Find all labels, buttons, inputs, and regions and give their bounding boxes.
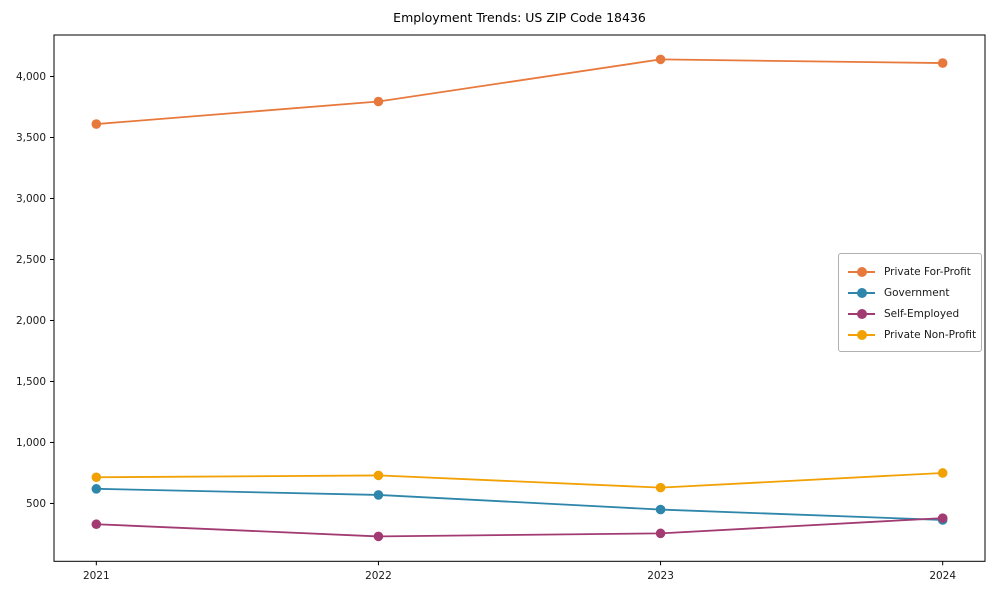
chart-title: Employment Trends: US ZIP Code 18436 <box>393 10 646 25</box>
series-marker <box>937 468 948 478</box>
y-axis-tick-label: 500 <box>26 498 46 510</box>
legend-item: Government <box>848 282 973 303</box>
legend-label: Government <box>884 286 950 299</box>
y-axis-tick-label: 2,500 <box>16 254 46 266</box>
legend-marker-icon <box>848 308 875 319</box>
series-marker <box>373 490 384 500</box>
series-marker <box>91 484 102 494</box>
series-marker <box>91 119 102 129</box>
plot-border <box>53 34 986 562</box>
series-marker <box>91 472 102 483</box>
x-axis-tick-label: 2023 <box>647 570 674 582</box>
y-axis-tick-label: 1,000 <box>16 437 46 449</box>
y-axis-tick-label: 3,000 <box>16 193 46 205</box>
series-line <box>96 487 943 521</box>
legend-item: Private For-Profit <box>848 261 973 282</box>
series-marker <box>655 528 666 539</box>
legend-item: Self-Employed <box>848 303 973 324</box>
y-axis-tick-label: 4,000 <box>16 71 46 83</box>
y-axis-tick-label: 3,500 <box>16 132 46 144</box>
x-axis-tick-label: 2021 <box>83 570 110 582</box>
legend-marker-icon <box>848 287 875 298</box>
series-line <box>96 472 943 489</box>
series-marker <box>91 519 102 530</box>
series-marker <box>373 470 384 481</box>
x-axis-tick-label: 2022 <box>365 570 392 582</box>
series-marker <box>655 482 666 493</box>
y-axis-tick-label: 2,000 <box>16 315 46 327</box>
series-marker <box>373 531 384 542</box>
y-axis-tick-label: 1,500 <box>16 376 46 388</box>
series-line <box>96 58 943 125</box>
legend-label: Private Non-Profit <box>884 328 977 341</box>
legend-label: Self-Employed <box>884 307 960 320</box>
legend-marker-icon <box>848 266 875 277</box>
series-marker <box>655 54 666 65</box>
legend: Private For-Profit Government Self-Employe… <box>838 253 982 352</box>
legend-marker-icon <box>848 329 875 340</box>
legend-item: Private Non-Profit <box>848 324 977 345</box>
series-marker <box>937 58 948 68</box>
series-marker <box>655 504 666 515</box>
legend-label: Private For-Profit <box>884 265 971 278</box>
series-marker <box>937 513 948 523</box>
series-line <box>96 517 943 538</box>
x-axis-tick-label: 2024 <box>929 570 956 582</box>
series-marker <box>373 96 384 107</box>
